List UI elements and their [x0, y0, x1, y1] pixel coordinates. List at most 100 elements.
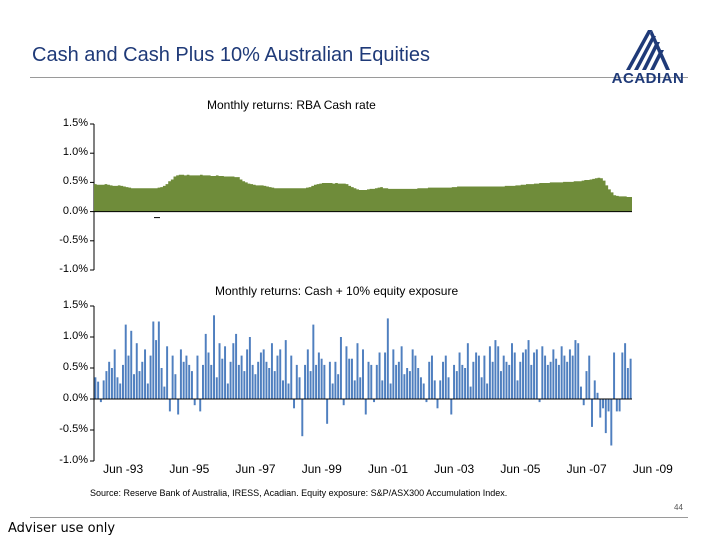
return-bar — [362, 349, 364, 399]
return-bar — [403, 374, 406, 399]
return-bar — [177, 399, 180, 415]
return-bar — [591, 399, 593, 427]
return-bar — [544, 355, 547, 399]
return-bar — [483, 355, 486, 399]
x-tick-label: Jun -05 — [500, 462, 541, 476]
return-bar — [557, 364, 560, 399]
return-bar — [182, 361, 185, 399]
return-bar — [202, 364, 204, 399]
return-bar — [538, 399, 541, 403]
return-bar — [295, 364, 298, 399]
return-bar — [466, 343, 469, 399]
return-bar — [287, 383, 290, 399]
logo-text: ACADIAN — [611, 70, 685, 87]
return-bar — [599, 399, 602, 418]
return-bar — [224, 346, 227, 399]
return-bar — [508, 364, 511, 399]
x-tick-label: Jun -99 — [301, 462, 342, 476]
return-bar — [130, 330, 133, 399]
return-bar — [499, 371, 502, 399]
return-bar — [284, 340, 287, 399]
return-bar — [566, 361, 569, 399]
return-bar — [350, 358, 353, 399]
chart1-y-tick-label: -0.5% — [59, 233, 88, 246]
page-number: 44 — [674, 503, 683, 512]
chart2-title: Monthly returns: Cash + 10% equity expos… — [215, 284, 459, 298]
chart1-y-tick-label: 1.0% — [62, 146, 88, 159]
return-bar — [582, 399, 585, 406]
return-bar — [477, 355, 480, 399]
return-bar — [334, 361, 337, 399]
return-bar — [469, 386, 472, 399]
return-bar — [370, 364, 373, 399]
return-bar — [395, 364, 398, 399]
chart2-y-tick-label: 0.5% — [62, 361, 88, 373]
chart2-y-tick-label: 1.5% — [62, 299, 88, 311]
return-bar — [213, 315, 215, 399]
return-bar — [171, 355, 174, 399]
return-bar — [124, 324, 127, 399]
return-bar — [337, 374, 340, 399]
chart1-y-tick-label: 0.5% — [62, 175, 88, 188]
return-bar — [400, 346, 403, 399]
return-bar — [392, 349, 395, 399]
return-bar — [262, 349, 265, 399]
return-bar — [541, 346, 544, 399]
return-bar — [133, 374, 135, 399]
return-bar — [530, 364, 533, 399]
return-bar — [127, 355, 130, 399]
return-bar — [439, 380, 442, 399]
return-bar — [602, 399, 605, 409]
return-bar — [621, 352, 624, 399]
return-bar — [174, 374, 177, 399]
return-bar — [552, 349, 555, 399]
return-bar — [179, 349, 182, 399]
return-bar — [290, 355, 293, 399]
return-bar — [342, 399, 345, 406]
source-note: Source: Reserve Bank of Australia, IRESS… — [90, 488, 508, 498]
return-bar — [447, 377, 450, 399]
return-bar — [113, 349, 116, 399]
return-bar — [571, 355, 574, 399]
return-bar — [524, 349, 527, 399]
x-tick-label: Jun -09 — [632, 462, 673, 476]
chart2-y-tick-label: -1.0% — [59, 454, 88, 466]
return-bar — [579, 386, 582, 399]
return-bar — [546, 364, 549, 399]
return-bar — [199, 399, 202, 412]
return-bar — [315, 364, 318, 399]
return-bar — [99, 399, 102, 403]
x-tick-label: Jun -95 — [169, 462, 210, 476]
return-bar — [381, 380, 384, 399]
chart2-y-tick-label: 1.0% — [62, 330, 88, 342]
return-bar — [135, 343, 138, 399]
return-bar — [282, 380, 284, 399]
page-title: Cash and Cash Plus 10% Australian Equiti… — [32, 44, 431, 66]
return-bar — [422, 383, 425, 399]
return-bar — [304, 364, 307, 399]
footer-rule — [30, 517, 688, 518]
return-bar — [442, 361, 444, 399]
chart1-title: Monthly returns: RBA Cash rate — [207, 98, 376, 112]
x-tick-label: Jun -03 — [434, 462, 475, 476]
return-bar — [577, 343, 580, 399]
x-tick-label: Jun -01 — [367, 462, 408, 476]
return-bar — [273, 371, 276, 399]
return-bar — [94, 377, 97, 399]
return-bar — [516, 380, 519, 399]
return-bar — [320, 358, 323, 399]
return-bar — [243, 371, 246, 399]
return-bar — [411, 349, 414, 399]
return-bar — [419, 377, 422, 399]
return-bar — [257, 361, 260, 399]
return-bar — [430, 355, 433, 399]
return-bar — [417, 368, 420, 399]
return-bar — [513, 352, 516, 399]
return-bar — [193, 399, 196, 406]
return-bar — [155, 340, 158, 399]
return-bar — [555, 358, 558, 399]
return-bar — [425, 399, 428, 403]
return-bar — [146, 383, 149, 399]
return-bar — [339, 337, 342, 399]
return-bar — [408, 371, 411, 399]
